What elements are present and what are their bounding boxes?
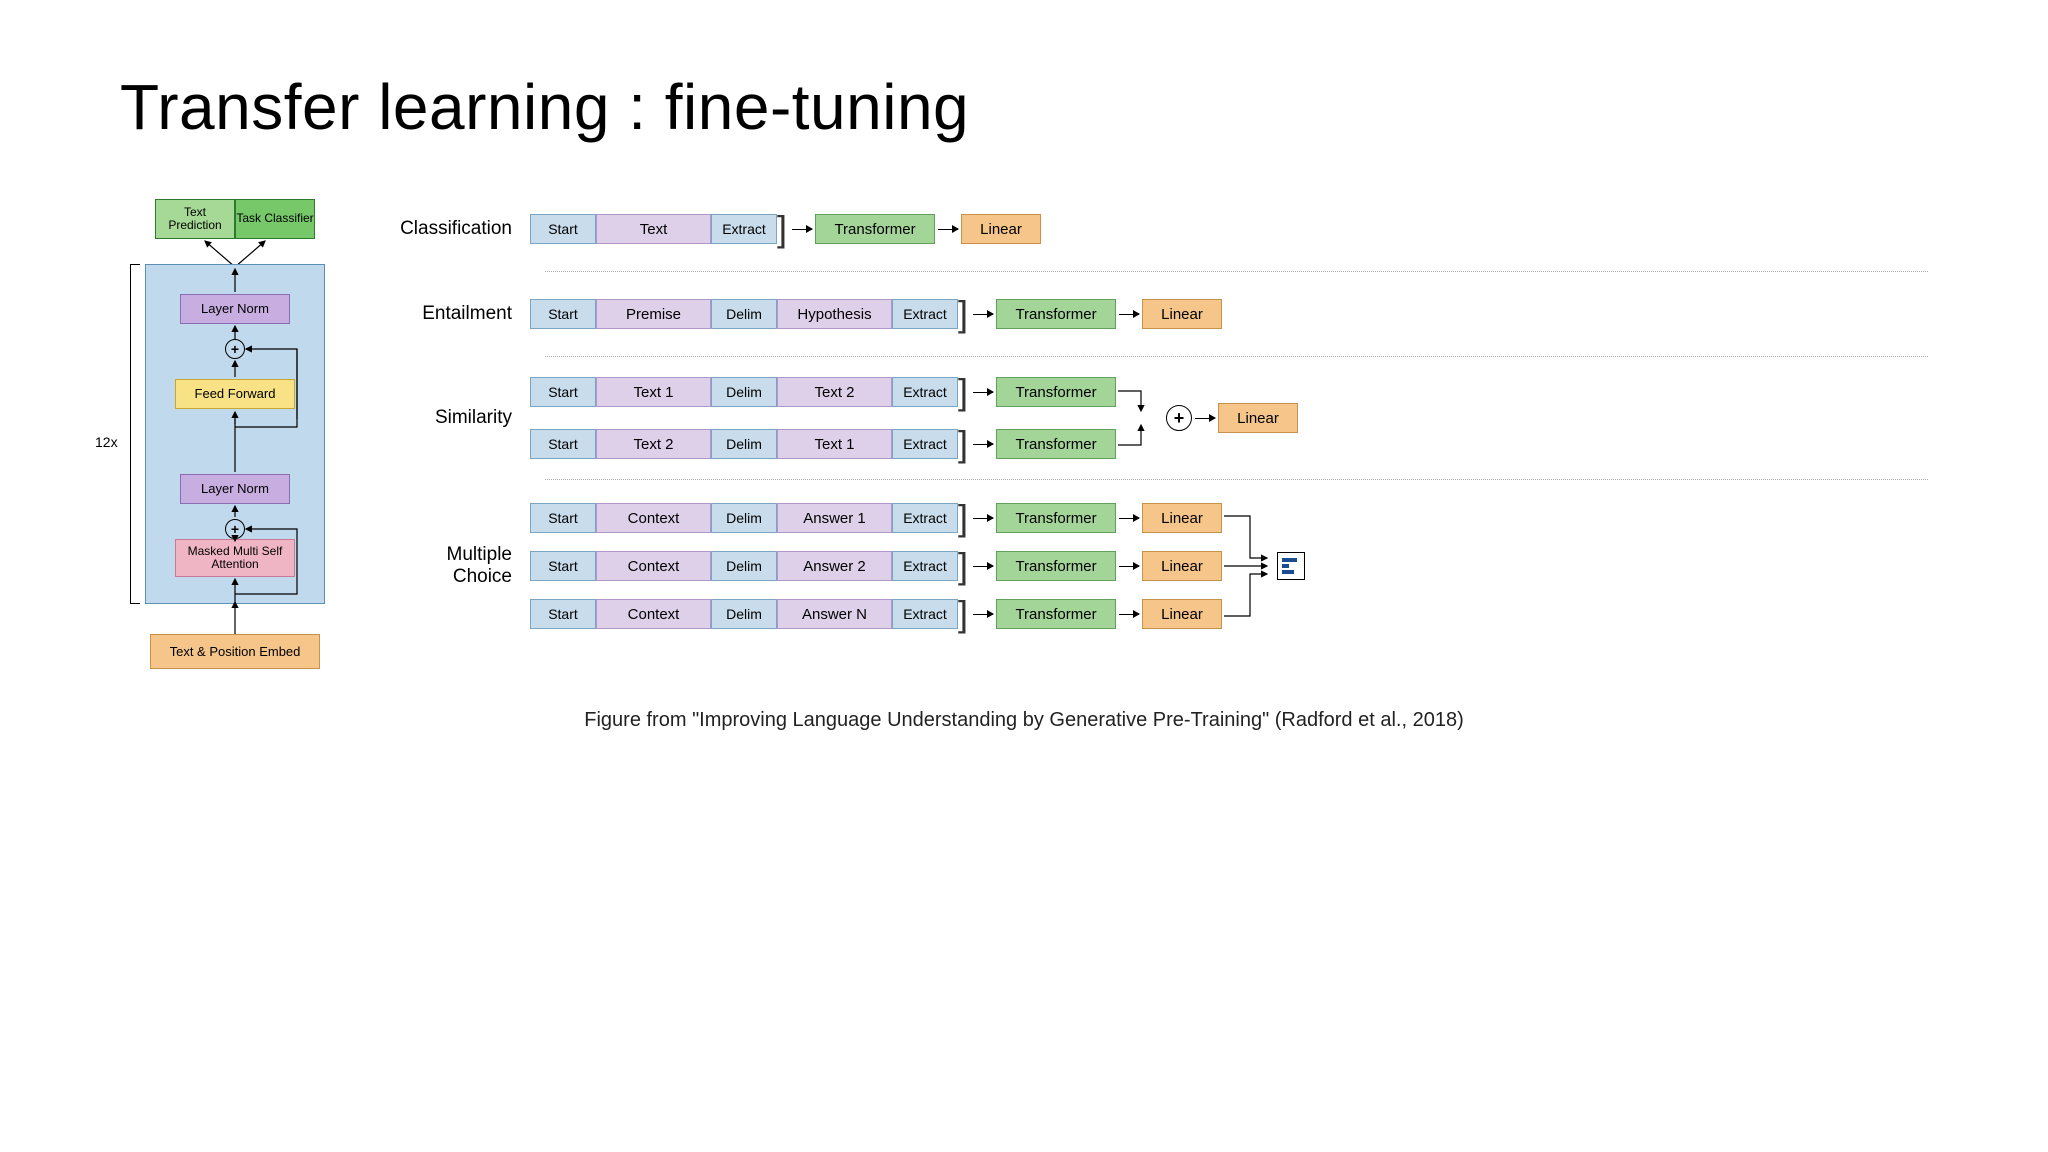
linear-box: Linear	[961, 214, 1041, 244]
context-token: Context	[596, 599, 711, 629]
task-classifier-box: Task Classifier	[235, 199, 315, 239]
hypothesis-token: Hypothesis	[777, 299, 892, 329]
transformer-box: Transformer	[996, 429, 1116, 459]
separator	[545, 271, 1928, 272]
bracket-icon: ]	[777, 214, 787, 244]
arrow-icon	[973, 392, 993, 393]
classification-label: Classification	[390, 218, 530, 240]
arrow-icon	[938, 229, 958, 230]
text1-token: Text 1	[596, 377, 711, 407]
context-token: Context	[596, 503, 711, 533]
text2-token: Text 2	[777, 377, 892, 407]
delim-token: Delim	[711, 377, 777, 407]
premise-token: Premise	[596, 299, 711, 329]
mc-merge	[1222, 496, 1277, 636]
start-token: Start	[530, 377, 596, 407]
arrow-icon	[1119, 518, 1139, 519]
arch-connectors	[145, 264, 325, 604]
linear-box: Linear	[1142, 299, 1222, 329]
arrow-icon	[973, 444, 993, 445]
content-area: Text Prediction Task Classifier 12x Laye…	[120, 199, 1928, 679]
arrow-icon	[1195, 418, 1215, 419]
bracket-icon: ]	[958, 551, 968, 581]
extract-token: Extract	[892, 599, 958, 629]
answerN-token: Answer N	[777, 599, 892, 629]
add-icon: +	[1166, 405, 1192, 431]
delim-token: Delim	[711, 299, 777, 329]
answer1-token: Answer 1	[777, 503, 892, 533]
separator	[545, 479, 1928, 480]
linear-box: Linear	[1218, 403, 1298, 433]
arrow-icon	[973, 614, 993, 615]
arrow-icon	[792, 229, 812, 230]
transformer-box: Transformer	[815, 214, 935, 244]
similarity-label: Similarity	[390, 407, 530, 429]
classification-row: Classification Start Text Extract ] Tran…	[390, 199, 1928, 259]
arrow-icon	[973, 518, 993, 519]
entailment-label: Entailment	[390, 303, 530, 325]
start-token: Start	[530, 299, 596, 329]
transformer-box: Transformer	[996, 377, 1116, 407]
arrow-icon	[1119, 314, 1139, 315]
extract-token: Extract	[711, 214, 777, 244]
arrow-icon	[973, 566, 993, 567]
start-token: Start	[530, 551, 596, 581]
start-token: Start	[530, 429, 596, 459]
context-token: Context	[596, 551, 711, 581]
bracket-icon: ]	[958, 299, 968, 329]
start-token: Start	[530, 214, 596, 244]
similarity-row: Similarity Start Text 1 Delim Text 2 Ext…	[390, 369, 1928, 467]
arrow-icon	[1119, 566, 1139, 567]
softmax-icon	[1277, 552, 1305, 580]
embed-box: Text & Position Embed	[150, 634, 320, 669]
extract-token: Extract	[892, 503, 958, 533]
text1-token: Text 1	[777, 429, 892, 459]
arrow-icon	[1119, 614, 1139, 615]
bracket-icon: ]	[958, 377, 968, 407]
transformer-box: Transformer	[996, 503, 1116, 533]
linear-box: Linear	[1142, 503, 1222, 533]
delim-token: Delim	[711, 429, 777, 459]
delim-token: Delim	[711, 503, 777, 533]
bracket-icon: ]	[958, 429, 968, 459]
embed-arrow	[225, 599, 245, 637]
start-token: Start	[530, 503, 596, 533]
linear-box: Linear	[1142, 551, 1222, 581]
text-prediction-box: Text Prediction	[155, 199, 235, 239]
extract-token: Extract	[892, 299, 958, 329]
transformer-box: Transformer	[996, 599, 1116, 629]
extract-token: Extract	[892, 551, 958, 581]
repeat-bracket	[130, 264, 140, 604]
start-token: Start	[530, 599, 596, 629]
slide-title: Transfer learning : fine-tuning	[120, 70, 1928, 144]
multiple-choice-row: Multiple Choice Start Context Delim Answ…	[390, 492, 1928, 640]
figure-caption: Figure from "Improving Language Understa…	[120, 709, 1928, 732]
delim-token: Delim	[711, 551, 777, 581]
answer2-token: Answer 2	[777, 551, 892, 581]
bracket-icon: ]	[958, 599, 968, 629]
arrow-icon	[973, 314, 993, 315]
linear-box: Linear	[1142, 599, 1222, 629]
transformer-box: Transformer	[996, 551, 1116, 581]
multiple-choice-label: Multiple Choice	[390, 544, 530, 588]
task-formats: Classification Start Text Extract ] Tran…	[390, 199, 1928, 679]
extract-token: Extract	[892, 429, 958, 459]
separator	[545, 356, 1928, 357]
extract-token: Extract	[892, 377, 958, 407]
delim-token: Delim	[711, 599, 777, 629]
architecture-diagram: Text Prediction Task Classifier 12x Laye…	[120, 199, 350, 679]
text2-token: Text 2	[596, 429, 711, 459]
text-token: Text	[596, 214, 711, 244]
similarity-merge	[1116, 373, 1166, 463]
top-arrows	[185, 239, 285, 267]
bracket-icon: ]	[958, 503, 968, 533]
transformer-box: Transformer	[996, 299, 1116, 329]
entailment-row: Entailment Start Premise Delim Hypothesi…	[390, 284, 1928, 344]
repeat-label: 12x	[95, 434, 118, 450]
